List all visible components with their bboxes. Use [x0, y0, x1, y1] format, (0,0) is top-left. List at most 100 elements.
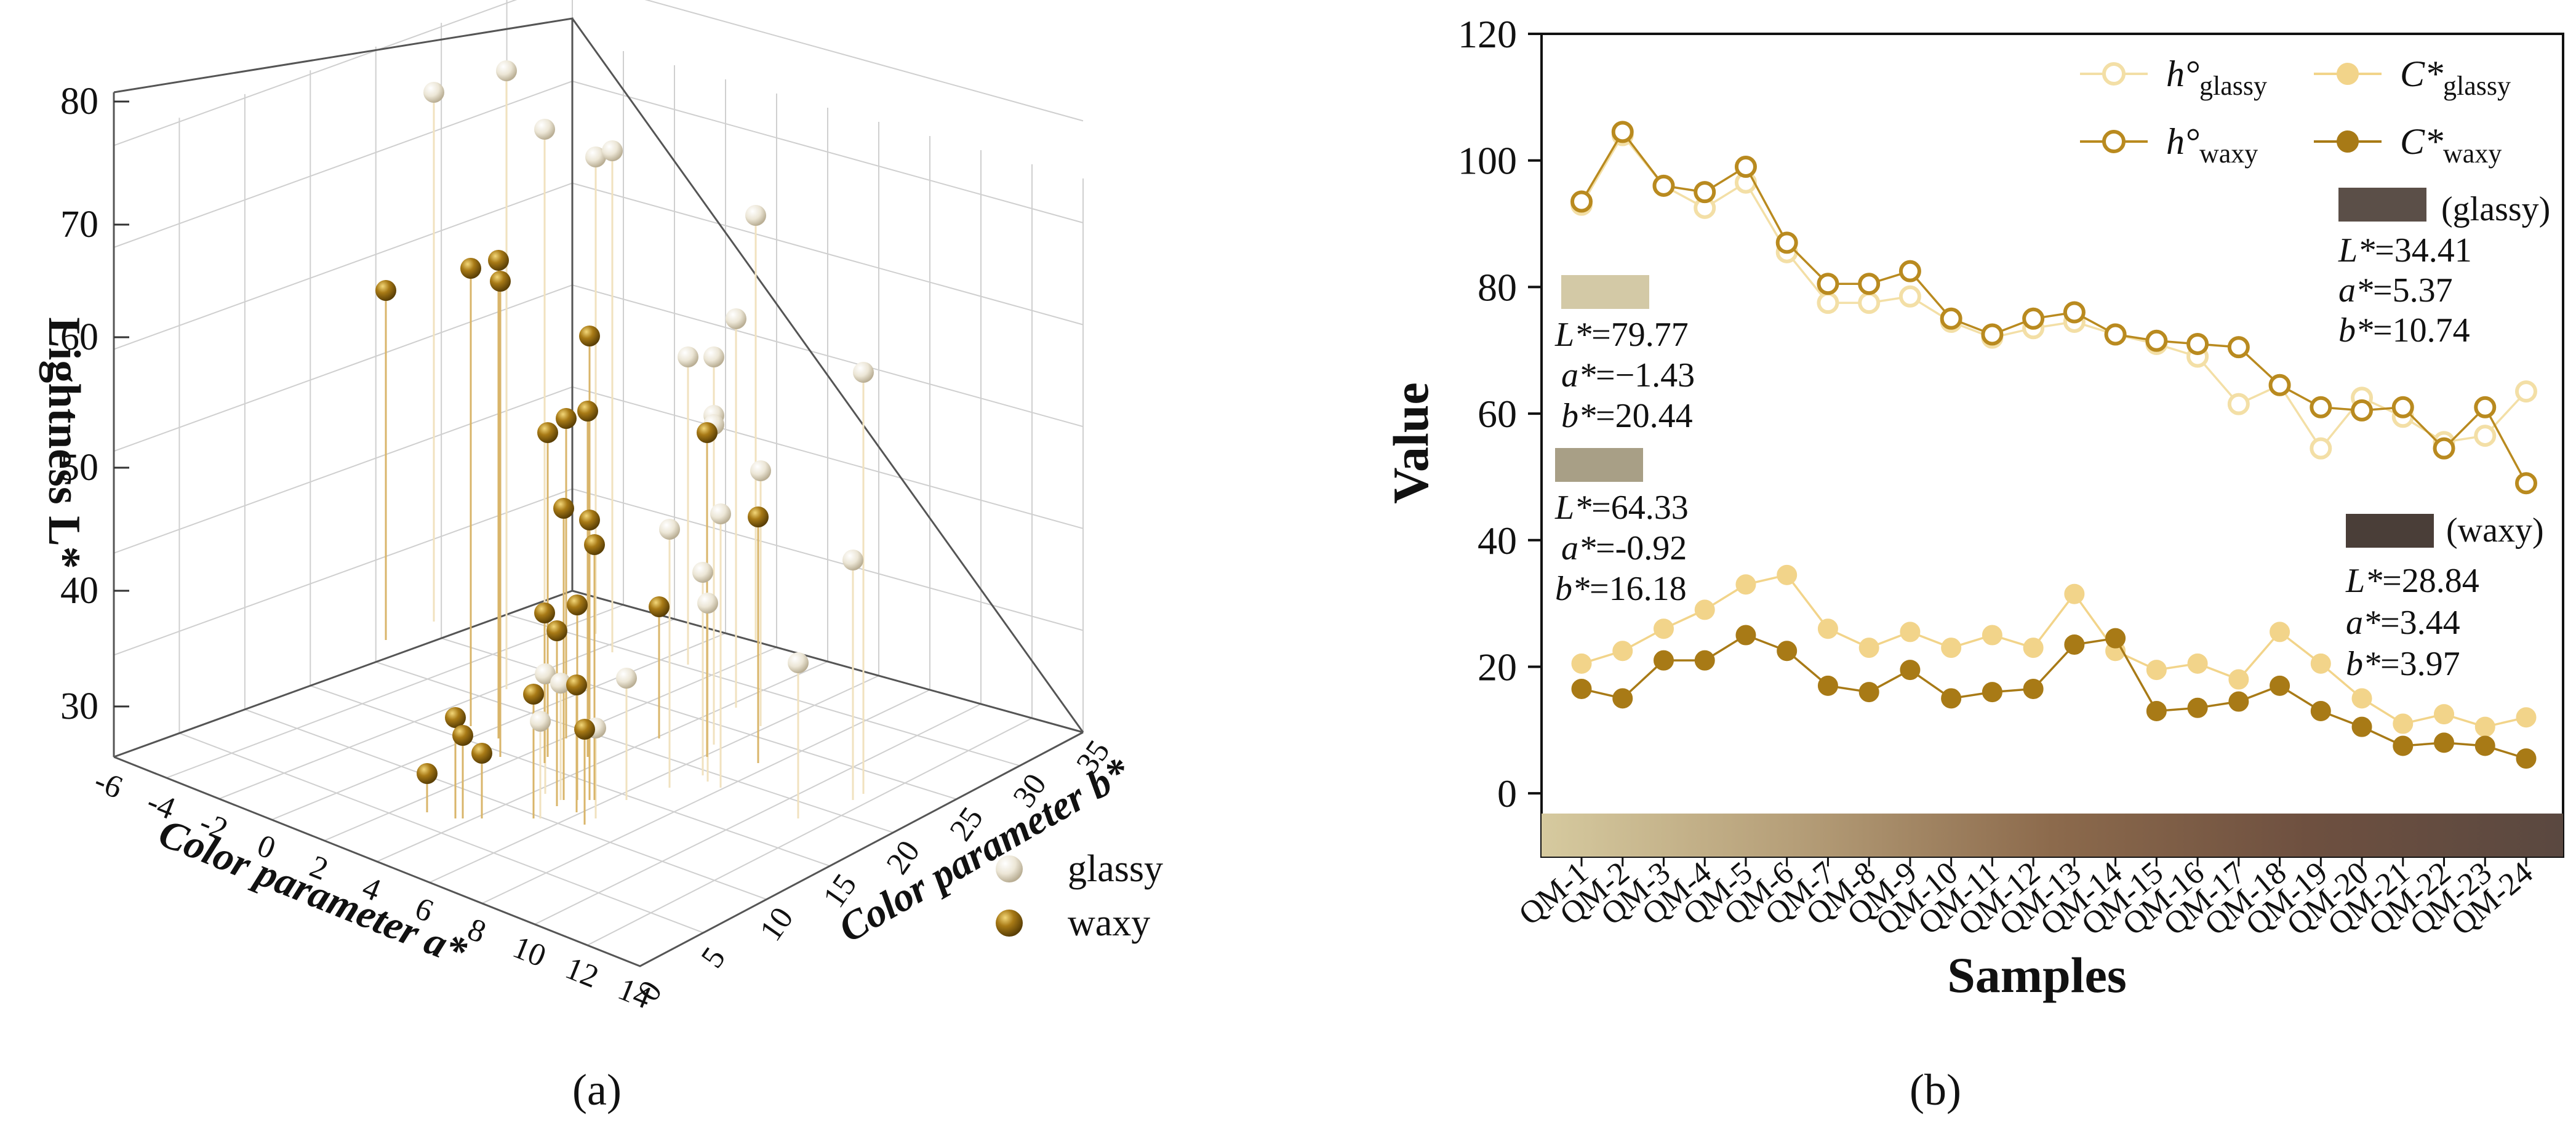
y-tick-label: 0 — [1497, 772, 1517, 815]
waxy-point — [490, 271, 511, 292]
point-C*waxy-QM-2 — [1612, 688, 1633, 709]
waxy-point — [523, 684, 544, 705]
glassy-point — [530, 711, 551, 732]
point-C*glassy-QM-2 — [1612, 641, 1633, 662]
point-C*glassy-QM-9 — [1900, 622, 1921, 642]
svg-text:L*=79.77: L*=79.77 — [1554, 316, 1689, 354]
point-C*glassy-QM-16 — [2187, 653, 2208, 674]
glassy-point — [842, 550, 863, 570]
point-C*glassy-QM-8 — [1858, 638, 1879, 658]
point-h°waxy-QM-1 — [1570, 190, 1593, 213]
svg-text:b*=16.18: b*=16.18 — [1555, 570, 1687, 608]
legend-c-waxy: C*waxy — [2314, 121, 2502, 169]
z-tick-label: 80 — [60, 81, 98, 122]
point-h°waxy-QM-17 — [2227, 336, 2250, 359]
floor-grid-line — [218, 618, 675, 799]
annotation-1-swatch — [1561, 275, 1649, 309]
z-tick-label: 40 — [60, 570, 98, 612]
point-C*waxy-QM-20 — [2351, 716, 2372, 737]
point-h°glassy-QM-17 — [2227, 393, 2250, 415]
a-tick-label: 12 — [561, 951, 604, 995]
point-h°waxy-QM-2 — [1611, 121, 1634, 143]
point-h°waxy-QM-7 — [1817, 273, 1839, 295]
svg-text:(waxy): (waxy) — [2446, 511, 2544, 550]
point-h°glassy-QM-9 — [1898, 285, 1921, 308]
point-h°waxy-QM-21 — [2391, 396, 2414, 418]
y-tick-label: 20 — [1478, 645, 1517, 689]
point-h°waxy-QM-4 — [1694, 181, 1716, 204]
glassy-point — [535, 663, 556, 684]
waxy-point — [460, 258, 481, 279]
glassy-point — [788, 652, 809, 673]
waxy-point — [417, 763, 438, 784]
point-C*glassy-QM-19 — [2310, 653, 2331, 674]
waxy-point — [471, 743, 492, 764]
point-h°waxy-QM-9 — [1898, 260, 1921, 282]
point-C*glassy-QM-13 — [2064, 583, 2085, 604]
point-C*waxy-QM-8 — [1858, 682, 1879, 703]
wall-grid-line — [644, 0, 1084, 122]
point-C*glassy-QM-10 — [1941, 638, 1962, 658]
glassy-point — [853, 362, 874, 383]
annotation-waxy: (waxy) L*=28.84 a*=3.44 b*=3.97 — [2345, 511, 2544, 683]
waxy-point — [584, 534, 605, 555]
y-axis-ticks: 0 20 40 60 80 100 120 — [1458, 12, 1542, 815]
x-axis-label: Samples — [1947, 947, 2127, 1003]
a-tick-label: -6 — [89, 763, 127, 806]
point-C*glassy-QM-21 — [2393, 713, 2414, 734]
point-C*waxy-QM-9 — [1900, 660, 1921, 681]
svg-text:(glassy): (glassy) — [2441, 190, 2550, 228]
point-h°waxy-QM-19 — [2310, 396, 2332, 418]
point-C*waxy-QM-22 — [2434, 732, 2455, 753]
svg-text:a*=5.37: a*=5.37 — [2338, 271, 2453, 310]
point-C*waxy-QM-6 — [1777, 641, 1798, 662]
waxy-point — [445, 707, 466, 728]
point-C*glassy-QM-24 — [2516, 707, 2537, 728]
waxy-point — [579, 510, 600, 530]
b-tick-label: 5 — [695, 941, 733, 974]
waxy-point — [577, 401, 598, 422]
panel-b-legend: h°glassy C*glassy h°waxy C*waxy — [2080, 54, 2511, 169]
glassy-point — [726, 308, 746, 329]
point-C*glassy-QM-18 — [2270, 622, 2290, 642]
legend-glassy-marker — [996, 855, 1023, 882]
waxy-point — [697, 422, 718, 443]
svg-text:a*=-0.92: a*=-0.92 — [1561, 529, 1687, 567]
panel-b-caption: (b) — [1910, 1065, 1961, 1114]
z-tick-label: 30 — [60, 686, 98, 727]
panel-b: 0 20 40 60 80 100 120 QM-1QM-2QM-3QM-4QM-5QM-6… — [1383, 12, 2564, 1114]
svg-text:h°glassy: h°glassy — [2166, 54, 2267, 101]
floor-grid-line — [482, 689, 930, 904]
z-axis-ticks: 30 40 50 60 70 80 — [60, 81, 129, 727]
legend-waxy-label: waxy — [1068, 902, 1150, 944]
floor-grid-line — [377, 661, 828, 862]
wall-grid-line — [113, 284, 573, 452]
point-C*waxy-QM-16 — [2187, 697, 2208, 718]
point-h°waxy-QM-16 — [2186, 332, 2209, 355]
waxy-point — [488, 250, 509, 271]
a-tick-label: 10 — [508, 930, 551, 974]
y-tick-label: 100 — [1458, 139, 1517, 183]
glassy-point — [659, 519, 680, 540]
glassy-point — [692, 562, 713, 583]
point-h°waxy-QM-11 — [1981, 323, 2004, 346]
waxy-point — [553, 498, 574, 519]
wall-grid-line — [113, 386, 573, 554]
point-h°waxy-QM-15 — [2145, 329, 2168, 352]
waxy-point — [574, 719, 595, 740]
panel-a-legend: glassy waxy — [996, 848, 1163, 944]
svg-text:L*=64.33: L*=64.33 — [1554, 489, 1689, 527]
point-C*waxy-QM-11 — [1982, 682, 2002, 703]
panel-a-points — [375, 60, 874, 784]
svg-text:b*=3.97: b*=3.97 — [2346, 645, 2460, 683]
annotation-1: L*=79.77 a*=−1.43 b*=20.44 — [1554, 275, 1695, 435]
glassy-point — [703, 346, 724, 367]
annotation-glassy-swatch — [2338, 188, 2426, 222]
glassy-point — [616, 668, 637, 689]
legend-glassy-label: glassy — [1068, 848, 1163, 890]
svg-text:a*=3.44: a*=3.44 — [2346, 604, 2460, 642]
z-tick-label: 60 — [60, 316, 98, 358]
wall-grid-line — [113, 488, 573, 656]
